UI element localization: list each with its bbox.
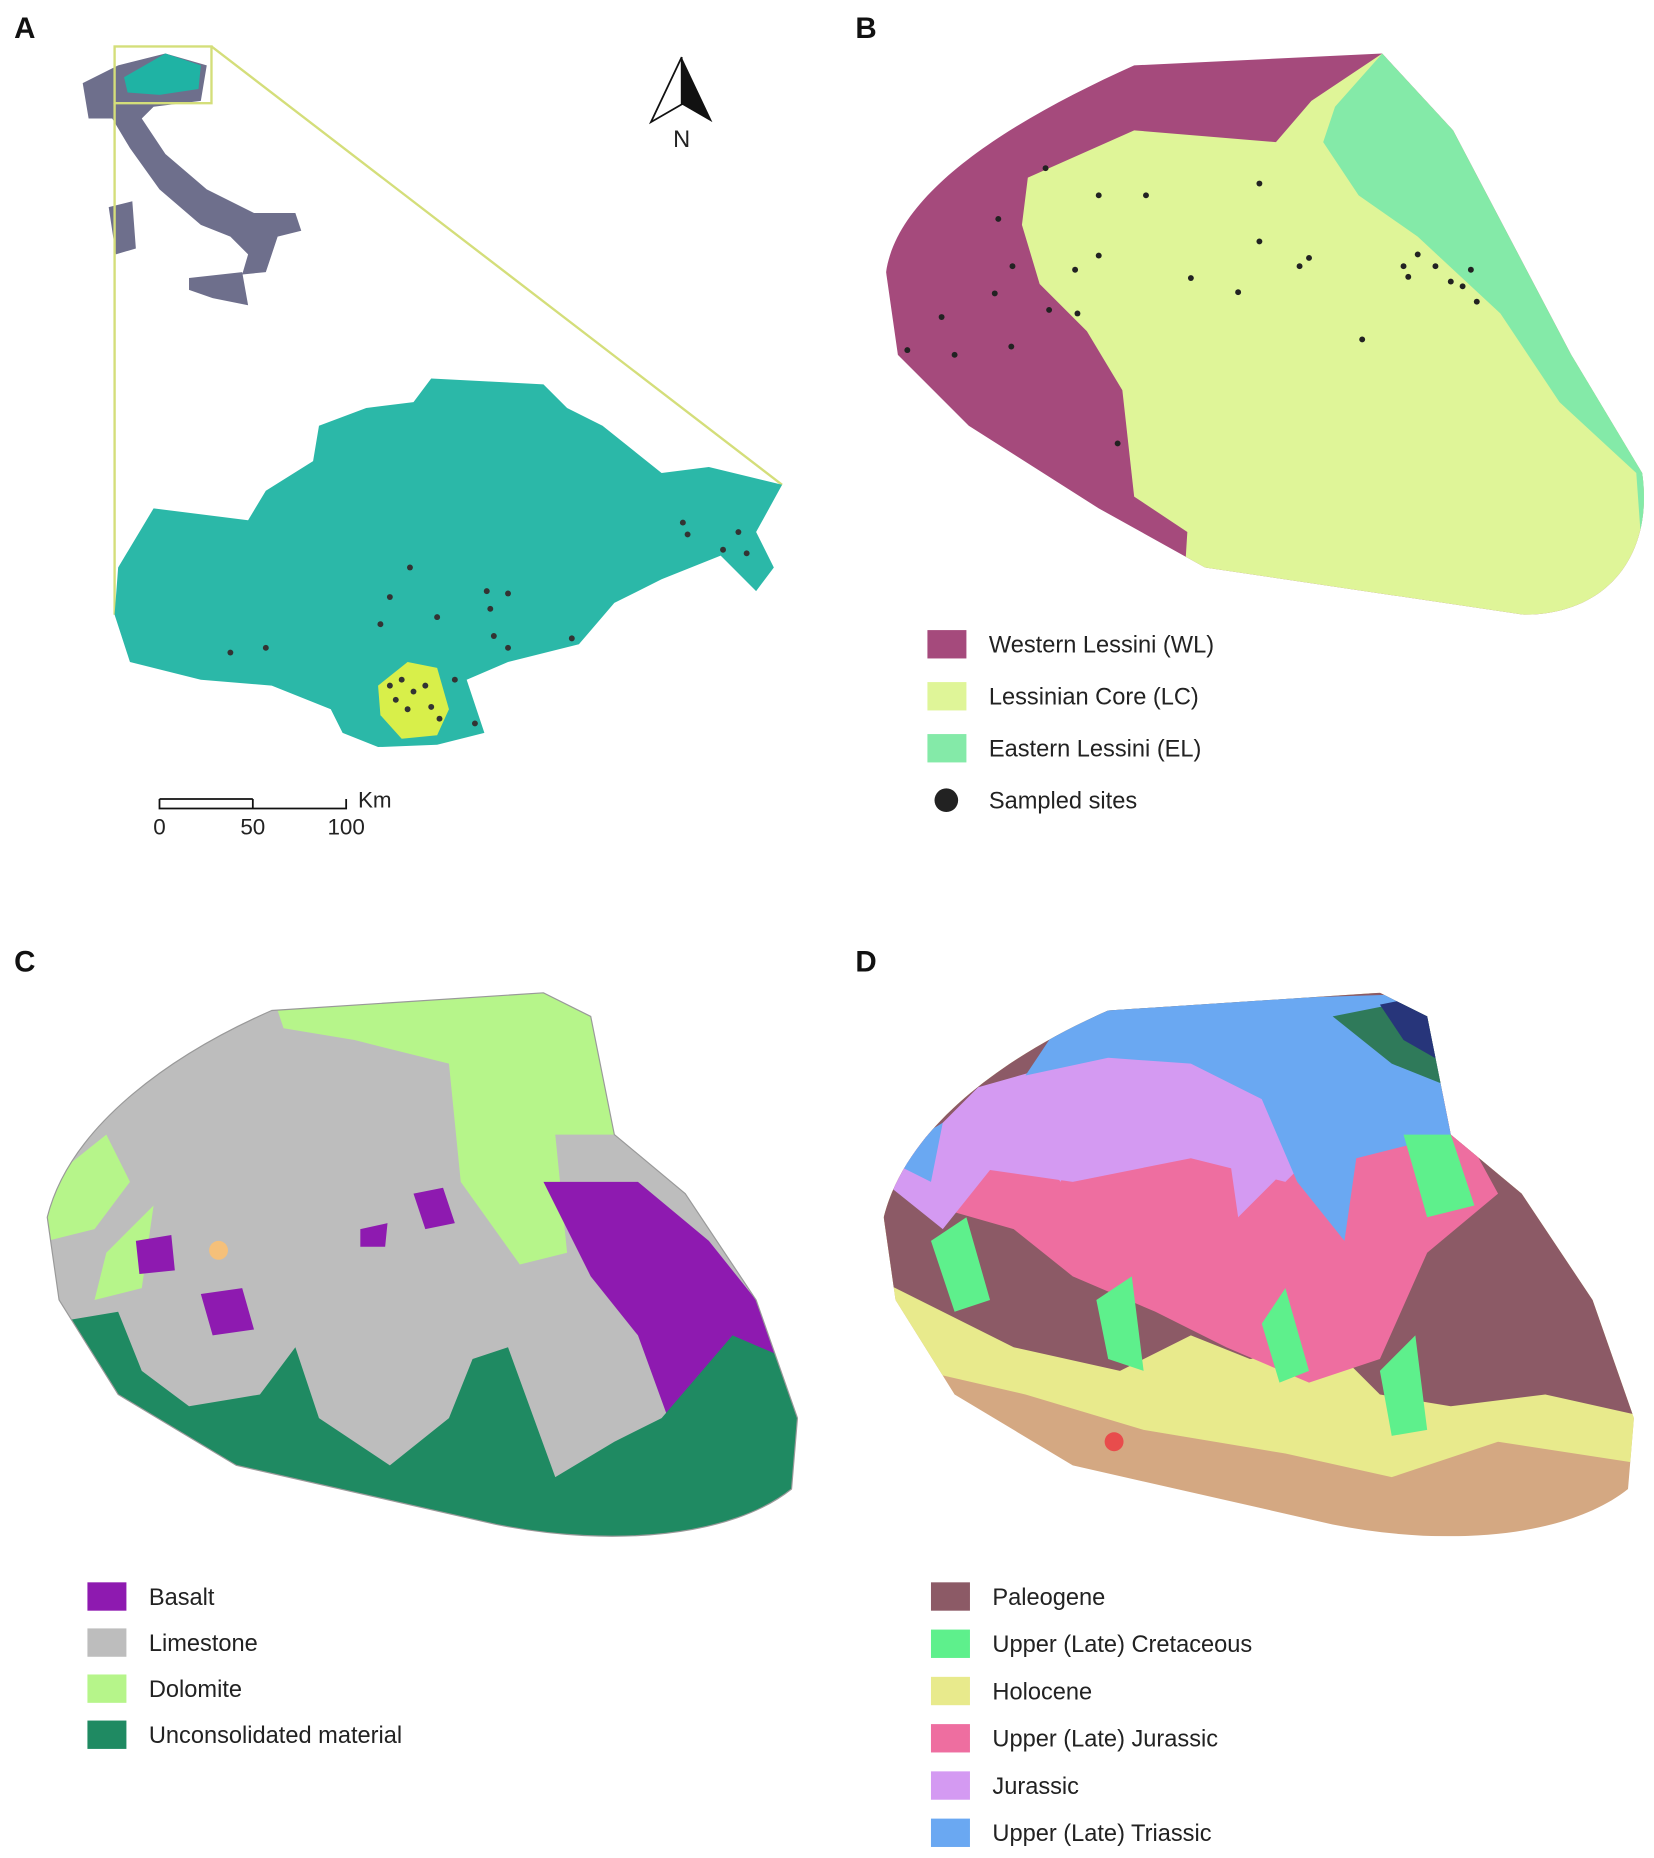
legend-label: Sampled sites [989, 788, 1137, 814]
legend-label: Unconsolidated material [149, 1723, 402, 1749]
sites [904, 165, 1480, 447]
upper-triassic [883, 992, 1451, 1241]
legend-swatch [930, 1676, 970, 1706]
legend-label: Lessinian Core (LC) [989, 685, 1199, 711]
patch [1104, 1432, 1124, 1452]
legend-label: Western Lessini (WL) [989, 633, 1214, 659]
veneto [114, 378, 783, 748]
panel-c: C Basalt Limestone Dolomite Unconsolidated … [14, 946, 799, 1749]
legend-label: Upper (Late) Jurassic [992, 1727, 1218, 1753]
legend-swatch [930, 1724, 970, 1753]
sites [227, 519, 750, 727]
legend-label: Holocene [992, 1679, 1092, 1705]
region-el [1323, 53, 1644, 615]
legend-swatch [927, 682, 967, 711]
panel-label: C [14, 946, 35, 979]
dolomite [271, 992, 621, 1265]
scale-tick: 50 [240, 814, 265, 839]
scale-unit: Km [358, 787, 392, 812]
north-arrow [648, 56, 683, 125]
dolomite [47, 1134, 154, 1300]
legend-swatch [930, 1629, 970, 1658]
zoom-lines [113, 45, 783, 615]
legend-label: Basalt [149, 1585, 215, 1611]
veneto-small [124, 53, 201, 95]
basalt [135, 1187, 455, 1336]
panel-d: D Paleogene Upper (Late) Cretaceous Holoce… [855, 946, 1634, 1847]
legend-label: Jurassic [992, 1774, 1079, 1800]
panel-label: B [855, 12, 876, 45]
scale-bar [158, 798, 348, 810]
legend: Basalt Limestone Dolomite Unconsolidated ma… [87, 1582, 402, 1749]
lessini-area [378, 661, 449, 739]
legend-swatch [87, 1628, 127, 1657]
panel-b: B Western Lessini (WL) Lessinian Core (LC… [855, 12, 1644, 814]
scale-tick: 100 [327, 814, 364, 839]
italy [82, 53, 302, 275]
legend-label: Limestone [149, 1631, 258, 1657]
legend: Paleogene Upper (Late) Cretaceous Holocene… [930, 1582, 1252, 1847]
region-lc [1021, 53, 1644, 615]
legend-swatch [930, 1771, 970, 1800]
legend-swatch [930, 1818, 970, 1847]
panel-label: A [14, 12, 35, 45]
legend-swatch [927, 734, 967, 763]
north-label: N [673, 127, 690, 153]
legend-label: Paleogene [992, 1585, 1105, 1611]
zoom-box [113, 45, 213, 105]
panel-label: D [855, 946, 876, 979]
patch [209, 1240, 229, 1260]
legend-swatch [930, 1582, 970, 1611]
legend-swatch [927, 630, 967, 659]
upper-cretaceous [930, 1134, 1475, 1436]
legend: Western Lessini (WL) Lessinian Core (LC) E… [927, 630, 1214, 814]
legend-swatch [87, 1582, 127, 1611]
legend-swatch [87, 1674, 127, 1703]
islands [108, 201, 249, 306]
legend-label: Dolomite [149, 1677, 242, 1703]
legend-label: Eastern Lessini (EL) [989, 737, 1202, 763]
legend-swatch [87, 1720, 127, 1749]
north-arrow [681, 57, 713, 123]
panel-a: A N Km 0 50 100 [14, 12, 783, 839]
legend-label: Upper (Late) Triassic [992, 1821, 1211, 1847]
legend-label: Upper (Late) Cretaceous [992, 1632, 1252, 1658]
legend-dot [934, 788, 959, 813]
scale-tick: 0 [153, 814, 165, 839]
